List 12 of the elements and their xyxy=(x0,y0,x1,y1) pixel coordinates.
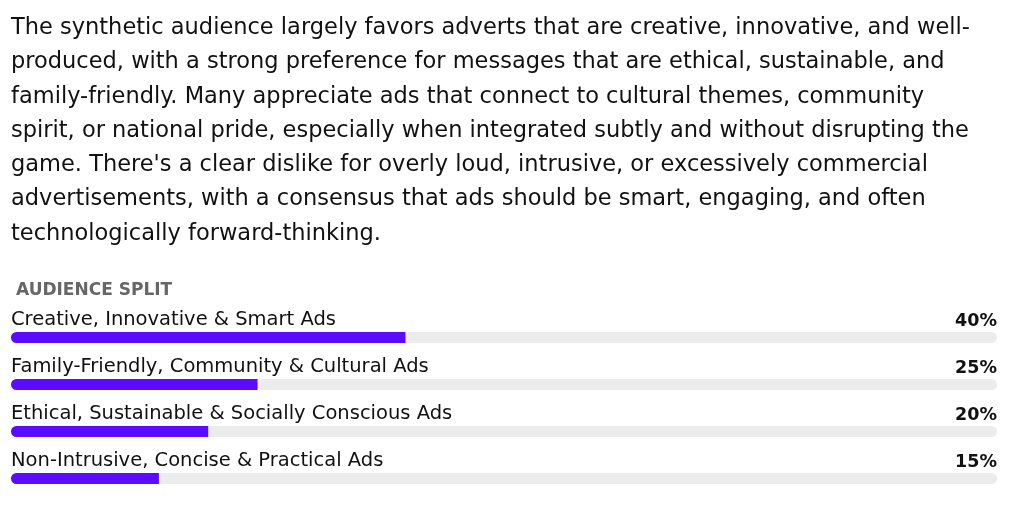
y-tick-label: Family-Friendly, Community & Cultural Ads xyxy=(11,354,429,377)
y-tick-label: Ethical, Sustainable & Socially Conscious Ads xyxy=(11,401,453,424)
data-label: 25% xyxy=(955,357,997,377)
chart-title: AUDIENCE SPLIT xyxy=(16,278,173,299)
data-label: 15% xyxy=(955,451,997,471)
data-label: 20% xyxy=(955,404,997,424)
y-tick-label: Non-Intrusive, Concise & Practical Ads xyxy=(11,448,384,471)
bar xyxy=(11,473,159,484)
data-label: 40% xyxy=(955,310,997,330)
y-tick-label: Creative, Innovative & Smart Ads xyxy=(11,307,336,330)
bar xyxy=(11,426,209,437)
chart-subtitle: The synthetic audience largely favors adverts that are creative, innovative, and well-produced, with a strong preference for messages that are ethical, sustainable, and family-friendly. Many appreciate ads that connect to cultural themes, community spirit, or national pride, especially when integrated subtly and without disrupting the game. There's a clear dislike for overly loud, intrusive, or excessively commercial advertisements, with a consensus that ads should be smart, engaging, and often technologically forward-thinking. xyxy=(11,12,971,247)
